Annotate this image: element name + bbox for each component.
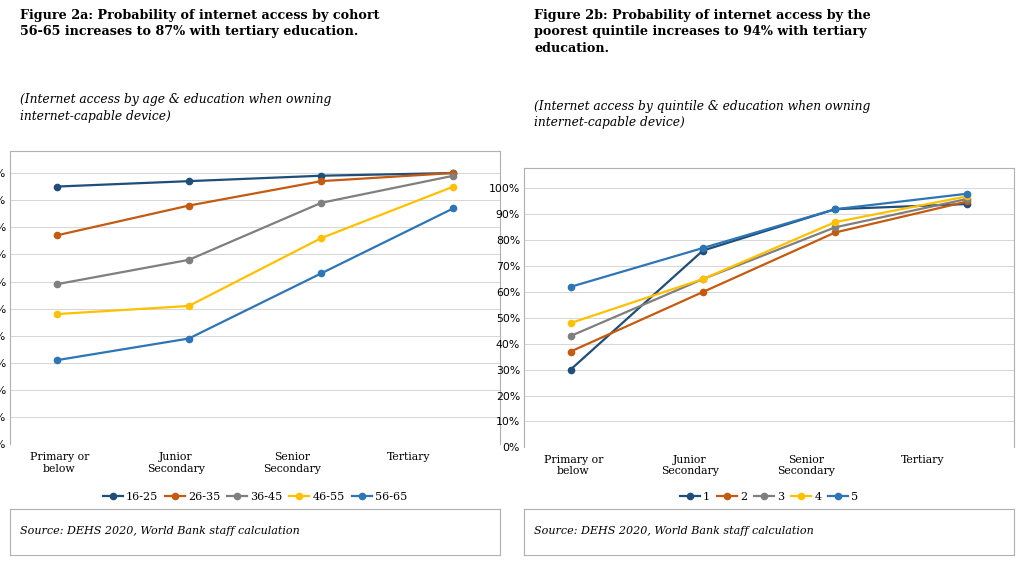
Text: Tertiary: Tertiary [387, 452, 430, 462]
Legend: 16-25, 26-35, 36-45, 46-55, 56-65: 16-25, 26-35, 36-45, 46-55, 56-65 [98, 488, 412, 507]
Text: Primary or
below: Primary or below [30, 452, 89, 473]
Text: Tertiary: Tertiary [901, 454, 944, 465]
Text: Junior
Secondary: Junior Secondary [146, 452, 205, 473]
Text: Senior
Secondary: Senior Secondary [263, 452, 321, 473]
Legend: 1, 2, 3, 4, 5: 1, 2, 3, 4, 5 [675, 488, 863, 506]
Text: Primary or
below: Primary or below [544, 454, 603, 476]
Text: Figure 2a: Probability of internet access by cohort
56-65 increases to 87% with : Figure 2a: Probability of internet acces… [20, 8, 380, 38]
Text: Junior
Secondary: Junior Secondary [660, 454, 719, 476]
Text: Figure 2b: Probability of internet access by the
poorest quintile increases to 9: Figure 2b: Probability of internet acces… [535, 9, 870, 55]
Text: Source: DEHS 2020, World Bank staff calculation: Source: DEHS 2020, World Bank staff calc… [535, 526, 814, 536]
Text: (Internet access by quintile & education when owning
internet-capable device): (Internet access by quintile & education… [535, 100, 870, 129]
Text: Senior
Secondary: Senior Secondary [777, 454, 835, 476]
Text: Source: DEHS 2020, World Bank staff calculation: Source: DEHS 2020, World Bank staff calc… [20, 526, 300, 536]
Text: (Internet access by age & education when owning
internet-capable device): (Internet access by age & education when… [20, 93, 332, 122]
